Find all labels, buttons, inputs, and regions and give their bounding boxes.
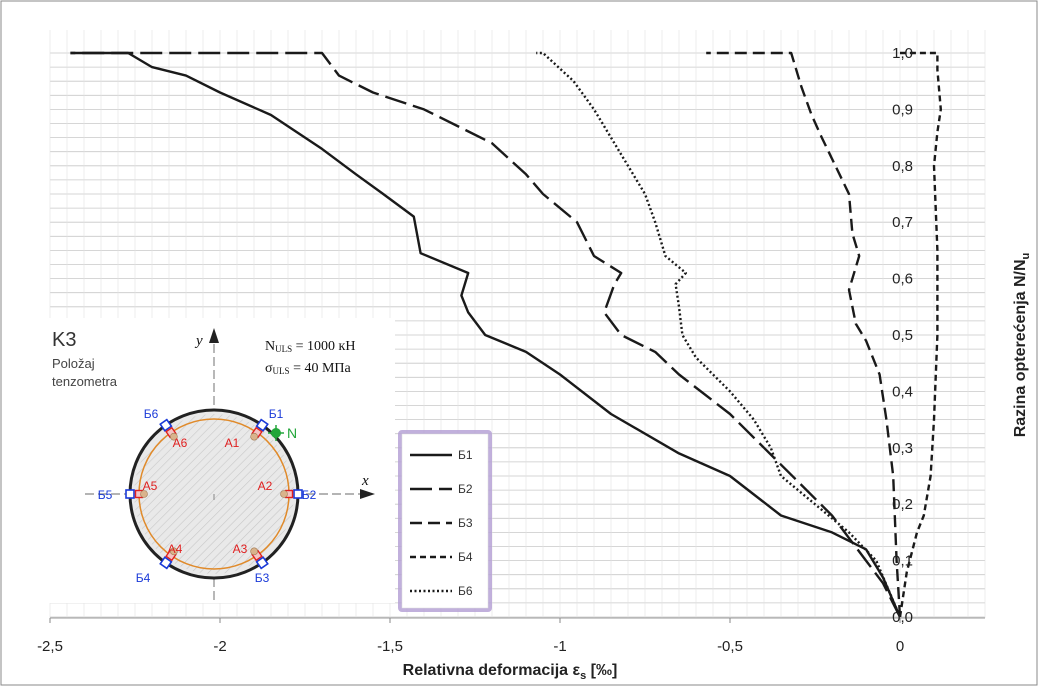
gauge-outer-3 xyxy=(255,556,269,570)
inset-y-label: y xyxy=(194,333,203,349)
gauge-label-a: A4 xyxy=(168,542,183,556)
series-line-Б2 xyxy=(70,51,902,618)
y-tick-label: 0,7 xyxy=(892,214,913,231)
y-axis-title: Razina opterećenja N/Nu xyxy=(1012,253,1032,438)
gauge-label-b: Б6 xyxy=(144,407,159,421)
x-tick-label: -1,5 xyxy=(377,638,403,655)
y-tick-label: 1,0 xyxy=(892,45,913,62)
x-tick-label: -1 xyxy=(553,638,566,655)
inset-subtitle-1: Položaj xyxy=(52,356,95,371)
section-inset: K3 Položaj tenzometra NULS = 1000 кН σUL… xyxy=(40,318,395,603)
inset-y-arrow xyxy=(209,328,219,343)
series-line-Б4 xyxy=(898,51,942,618)
gauge-label-b: Б4 xyxy=(136,571,151,585)
series-layer xyxy=(70,51,942,618)
gauge-outer-6 xyxy=(159,418,173,432)
rebar-dot xyxy=(250,432,258,441)
inset-x-label: x xyxy=(361,473,369,489)
legend-label-Б3: Б3 xyxy=(458,516,473,530)
gauge-label-b: Б3 xyxy=(255,571,270,585)
legend-label-Б6: Б6 xyxy=(458,584,473,598)
legend-label-Б4: Б4 xyxy=(458,550,473,564)
inset-x-arrow xyxy=(360,489,375,499)
y-tick-label: 0,9 xyxy=(892,101,913,118)
rebar-dot xyxy=(250,547,258,556)
x-axis-ticks: -2,5 -2 -1,5 -1 -0,5 0 xyxy=(37,618,904,655)
gauge-outer-2 xyxy=(293,489,303,499)
y-tick-label: 0,4 xyxy=(892,383,913,400)
gauge-label-a: A2 xyxy=(258,479,273,493)
inset-subtitle-2: tenzometra xyxy=(52,374,118,389)
series-line-Б3 xyxy=(706,51,902,618)
y-tick-label: 0,6 xyxy=(892,271,913,288)
gauge-label-a: A6 xyxy=(173,436,188,450)
rebar-dot xyxy=(280,490,288,498)
gauge-label-b: Б1 xyxy=(269,407,284,421)
rebar-dot xyxy=(170,547,178,556)
gauge-label-b: Б5 xyxy=(98,488,113,502)
gauge-label-b: Б2 xyxy=(302,488,317,502)
x-tick-label: -2 xyxy=(213,638,226,655)
y-axis-ticks: 0,0 0,1 0,2 0,3 0,4 0,5 0,6 0,7 0,8 0,9 1,0 xyxy=(892,45,913,626)
rebar-dot xyxy=(140,490,148,498)
series-line-Б6 xyxy=(536,51,902,618)
y-tick-label: 0,2 xyxy=(892,496,913,513)
legend-items: Б1 Б2 Б3 Б4 Б6 xyxy=(410,448,473,598)
gauge-label-a: A1 xyxy=(225,436,240,450)
gauge-label-a: A3 xyxy=(233,542,248,556)
inset-title: K3 xyxy=(52,329,76,351)
y-tick-label: 0,5 xyxy=(892,327,913,344)
gauge-outer-4 xyxy=(159,556,173,570)
inset-n-value: NULS = 1000 кН xyxy=(265,339,355,354)
legend-label-Б1: Б1 xyxy=(458,448,473,462)
legend-inner xyxy=(401,433,489,609)
y-tick-label: 0,3 xyxy=(892,440,913,457)
y-tick-label: 0,1 xyxy=(892,553,913,570)
x-tick-label: 0 xyxy=(896,638,904,655)
x-tick-label: -2,5 xyxy=(37,638,63,655)
gauge-outer-1 xyxy=(255,418,269,432)
inset-sigma-value: σULS = 40 МПа xyxy=(265,361,352,376)
gauge-label-a: A5 xyxy=(143,479,158,493)
rebar-dot xyxy=(170,432,178,441)
legend-label-Б2: Б2 xyxy=(458,482,473,496)
gauge-layer: Б1 A1 Б2 A2 Б3 A3 Б4 A4 Б5 A5 Б6 A6 xyxy=(98,407,317,585)
y-tick-label: 0,8 xyxy=(892,158,913,175)
legend: Б1 Б2 Б3 Б4 Б6 xyxy=(398,430,492,612)
x-tick-label: -0,5 xyxy=(717,638,743,655)
series-line-Б1 xyxy=(70,51,902,618)
x-axis-title: Relativna deformacija εs [‰] xyxy=(403,662,618,682)
load-point-label: N xyxy=(287,425,297,441)
gauge-outer-5 xyxy=(125,489,135,499)
y-tick-label: 0,0 xyxy=(892,609,913,626)
